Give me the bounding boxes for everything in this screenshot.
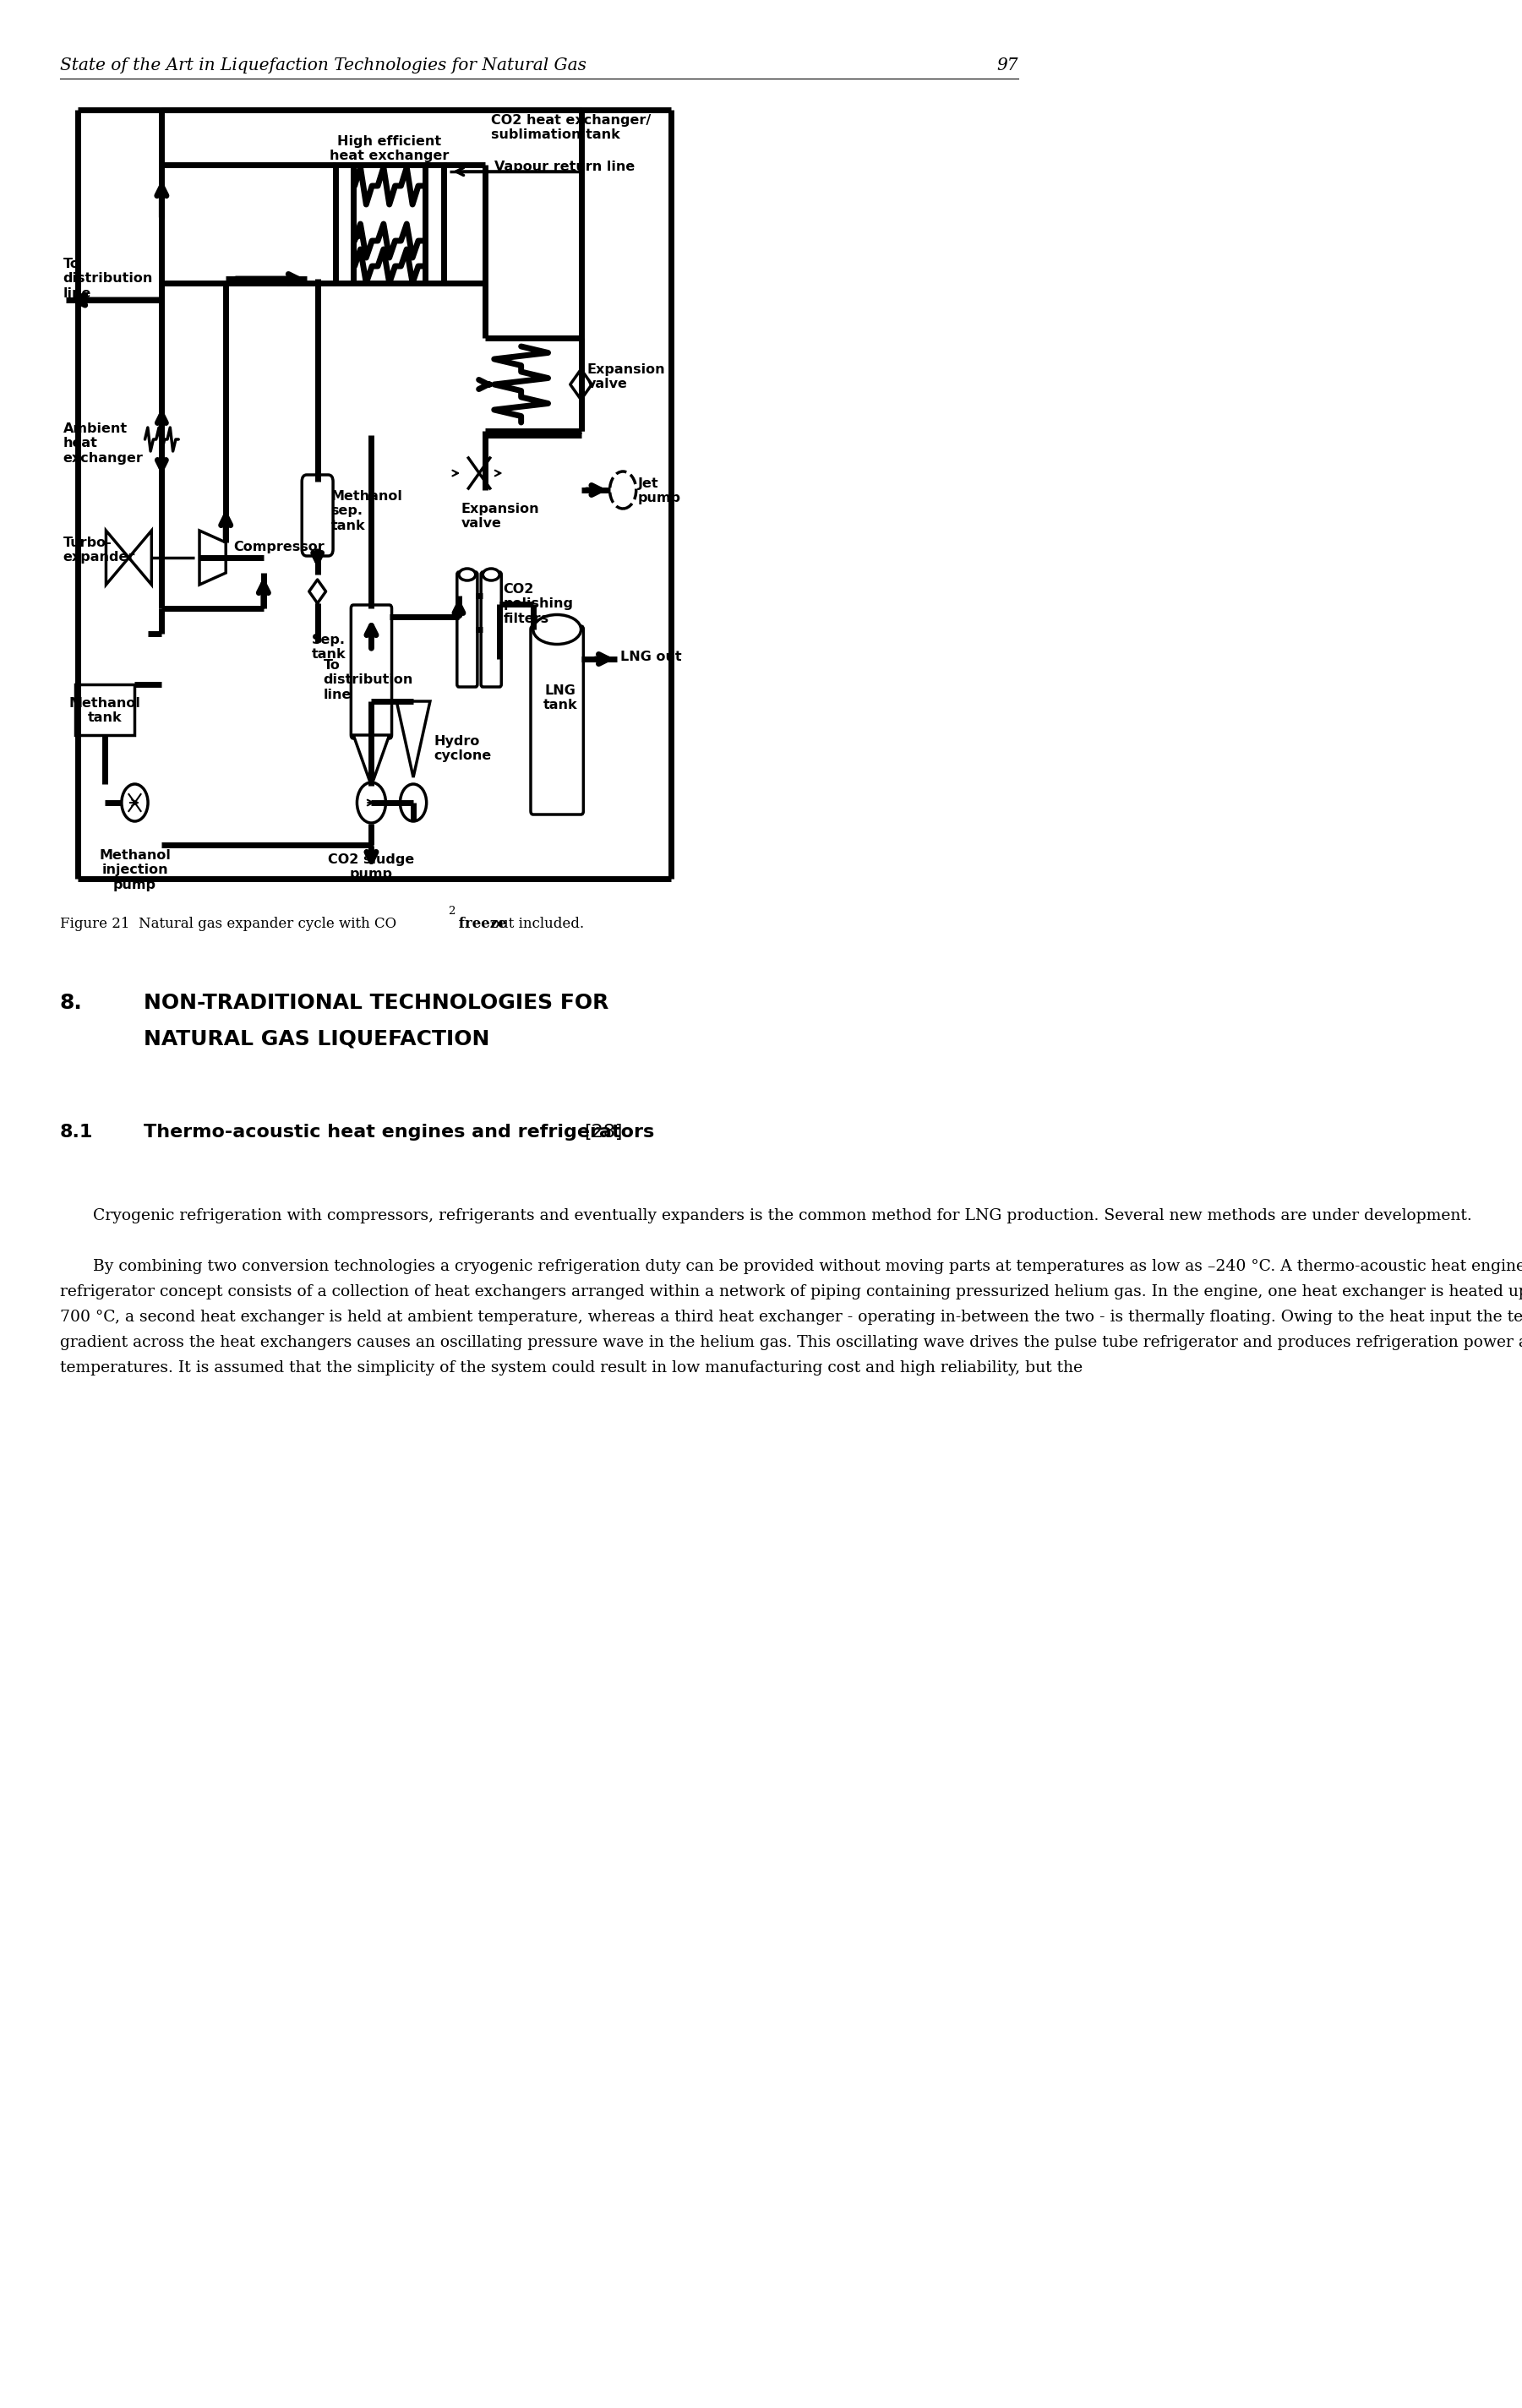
Text: Methanol
sep.
tank: Methanol sep. tank bbox=[330, 491, 402, 532]
Circle shape bbox=[122, 785, 148, 821]
Text: 8.: 8. bbox=[59, 992, 82, 1014]
Polygon shape bbox=[353, 734, 390, 785]
Text: LNG out: LNG out bbox=[619, 650, 682, 662]
Polygon shape bbox=[309, 580, 326, 604]
Text: Methanol
injection
pump: Methanol injection pump bbox=[99, 850, 170, 891]
Text: freeze: freeze bbox=[454, 917, 511, 932]
Text: Figure 21  Natural gas expander cycle with CO: Figure 21 Natural gas expander cycle wit… bbox=[59, 917, 396, 932]
Text: Sep.
tank: Sep. tank bbox=[312, 633, 345, 662]
Text: gradient across the heat exchangers causes an oscillating pressure wave in the h: gradient across the heat exchangers caus… bbox=[59, 1334, 1522, 1351]
Text: Cryogenic refrigeration with compressors, refrigerants and eventually expanders : Cryogenic refrigeration with compressors… bbox=[93, 1209, 1472, 1223]
Text: LNG
tank: LNG tank bbox=[543, 684, 577, 713]
Text: To
distribution
line: To distribution line bbox=[62, 258, 152, 299]
Text: Compressor: Compressor bbox=[233, 542, 324, 554]
Text: 2: 2 bbox=[447, 905, 455, 917]
Ellipse shape bbox=[458, 568, 475, 580]
Text: High efficient
heat exchanger: High efficient heat exchanger bbox=[330, 135, 449, 164]
Text: To
distribution
line: To distribution line bbox=[324, 660, 414, 701]
Text: Thermo-acoustic heat engines and refrigerators: Thermo-acoustic heat engines and refrige… bbox=[143, 1125, 661, 1141]
Text: State of the Art in Liquefaction Technologies for Natural Gas: State of the Art in Liquefaction Technol… bbox=[59, 58, 586, 75]
Text: Vapour return line: Vapour return line bbox=[495, 161, 635, 173]
FancyBboxPatch shape bbox=[457, 573, 478, 686]
Text: temperatures. It is assumed that the simplicity of the system could result in lo: temperatures. It is assumed that the sim… bbox=[59, 1361, 1082, 1375]
Text: NON-TRADITIONAL TECHNOLOGIES FOR: NON-TRADITIONAL TECHNOLOGIES FOR bbox=[143, 992, 609, 1014]
Text: out included.: out included. bbox=[492, 917, 584, 932]
Bar bbox=[75, 684, 135, 734]
Text: Methanol
tank: Methanol tank bbox=[68, 696, 140, 725]
Ellipse shape bbox=[482, 568, 499, 580]
FancyBboxPatch shape bbox=[352, 604, 391, 739]
FancyBboxPatch shape bbox=[481, 573, 501, 686]
Circle shape bbox=[358, 783, 385, 824]
Polygon shape bbox=[571, 368, 592, 400]
Text: Expansion
valve: Expansion valve bbox=[461, 503, 539, 530]
Polygon shape bbox=[397, 701, 431, 778]
Text: CO2 heat exchanger/
sublimation tank: CO2 heat exchanger/ sublimation tank bbox=[492, 113, 651, 142]
Bar bbox=[335, 164, 443, 284]
Text: Expansion
valve: Expansion valve bbox=[587, 364, 665, 390]
Text: NATURAL GAS LIQUEFACTION: NATURAL GAS LIQUEFACTION bbox=[143, 1028, 490, 1047]
Text: 8.1: 8.1 bbox=[59, 1125, 93, 1141]
Text: CO2
polishing
filters: CO2 polishing filters bbox=[504, 583, 574, 626]
Text: refrigerator concept consists of a collection of heat exchangers arranged within: refrigerator concept consists of a colle… bbox=[59, 1283, 1522, 1300]
Circle shape bbox=[400, 785, 426, 821]
Text: Jet
pump: Jet pump bbox=[638, 477, 680, 506]
Text: Hydro
cyclone: Hydro cyclone bbox=[434, 734, 492, 763]
FancyBboxPatch shape bbox=[531, 626, 583, 814]
Text: [28]: [28] bbox=[584, 1125, 622, 1141]
Text: By combining two conversion technologies a cryogenic refrigeration duty can be p: By combining two conversion technologies… bbox=[93, 1259, 1522, 1274]
Text: 97: 97 bbox=[997, 58, 1018, 75]
Ellipse shape bbox=[533, 614, 581, 645]
Text: Turbo-
expander: Turbo- expander bbox=[62, 537, 135, 563]
Text: 700 °C, a second heat exchanger is held at ambient temperature, whereas a third : 700 °C, a second heat exchanger is held … bbox=[59, 1310, 1522, 1324]
Text: CO2 sludge
pump: CO2 sludge pump bbox=[329, 852, 414, 881]
FancyBboxPatch shape bbox=[301, 474, 333, 556]
Text: Ambient
heat
exchanger: Ambient heat exchanger bbox=[62, 421, 143, 465]
